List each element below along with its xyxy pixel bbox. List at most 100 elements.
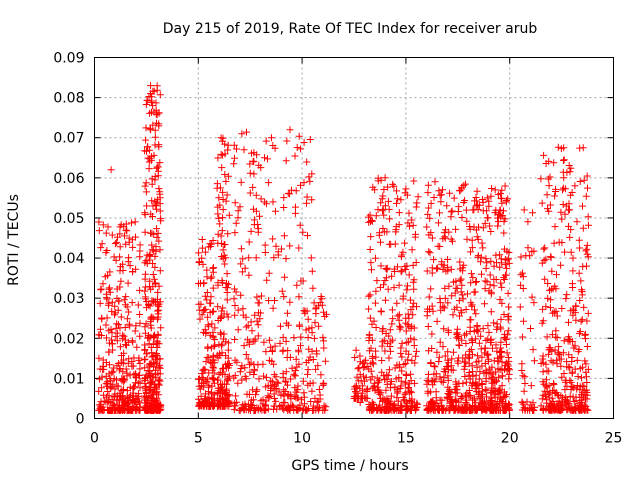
data-point: [485, 365, 493, 373]
data-point: [150, 360, 158, 368]
data-point: [198, 254, 206, 262]
data-point: [291, 209, 299, 217]
data-point: [498, 352, 505, 360]
data-point: [504, 327, 512, 335]
data-point: [432, 394, 440, 402]
data-point: [568, 383, 576, 391]
data-point: [581, 387, 589, 395]
data-point: [304, 232, 311, 240]
data-point: [384, 285, 392, 293]
data-point: [487, 308, 495, 316]
data-point: [469, 339, 476, 346]
data-point: [504, 195, 512, 203]
data-point: [481, 349, 489, 357]
data-point: [551, 346, 559, 354]
data-point: [548, 347, 556, 355]
data-point: [488, 185, 496, 192]
data-point: [412, 203, 420, 211]
data-point: [209, 375, 217, 382]
data-point: [475, 375, 483, 383]
data-point: [155, 143, 163, 151]
data-point: [547, 357, 555, 365]
data-point: [426, 214, 434, 222]
data-point: [278, 287, 286, 295]
data-point: [297, 342, 304, 350]
data-point: [530, 357, 538, 365]
data-point: [553, 360, 561, 368]
data-point: [366, 291, 374, 299]
data-point: [474, 352, 482, 360]
data-point: [490, 282, 498, 290]
data-point: [460, 358, 468, 366]
data-point: [256, 212, 263, 220]
data-point: [562, 202, 570, 210]
data-point: [373, 277, 381, 285]
data-point: [566, 206, 573, 214]
data-point: [552, 327, 560, 335]
data-point: [155, 237, 163, 245]
data-point: [303, 158, 311, 166]
data-point: [141, 259, 149, 267]
data-point: [501, 334, 509, 342]
data-point: [372, 347, 380, 355]
data-point: [203, 296, 211, 304]
data-point: [569, 254, 577, 262]
y-tick-label: 0.04: [53, 251, 84, 267]
data-point: [573, 218, 581, 226]
data-point: [389, 336, 397, 344]
data-point: [142, 124, 150, 132]
data-point: [124, 279, 132, 287]
data-point: [297, 181, 304, 189]
data-point: [233, 145, 240, 153]
data-point: [356, 370, 364, 378]
data-point: [554, 350, 562, 358]
data-point: [579, 224, 587, 232]
data-point: [371, 299, 379, 307]
data-point: [154, 172, 162, 180]
data-point: [217, 330, 225, 338]
data-point: [491, 186, 499, 194]
data-point: [539, 317, 547, 325]
data-point: [497, 279, 505, 287]
data-point: [498, 382, 506, 390]
data-point: [437, 198, 445, 206]
data-point: [109, 340, 116, 348]
data-point: [297, 333, 305, 341]
data-point: [483, 259, 491, 267]
data-point: [558, 305, 566, 312]
data-point: [518, 398, 526, 406]
data-point: [478, 353, 486, 361]
data-point: [462, 340, 470, 347]
data-point: [310, 334, 318, 342]
data-point: [504, 289, 512, 297]
data-point: [210, 343, 218, 350]
data-point: [474, 206, 482, 213]
data-point: [495, 399, 503, 407]
data-point: [446, 393, 454, 401]
data-point: [459, 264, 467, 272]
data-point: [379, 205, 387, 213]
data-point: [111, 392, 119, 400]
data-point: [151, 279, 159, 287]
data-point: [379, 225, 387, 232]
data-point: [214, 230, 222, 238]
data-point: [566, 233, 574, 241]
data-point: [149, 395, 157, 403]
data-point: [224, 346, 232, 354]
data-point: [412, 352, 420, 360]
data-point: [546, 173, 554, 181]
data-point: [403, 339, 411, 347]
data-point: [404, 219, 412, 227]
data-point: [575, 236, 583, 244]
data-point: [500, 274, 508, 282]
data-point: [201, 248, 209, 256]
data-point: [447, 404, 455, 411]
data-point: [209, 332, 217, 340]
data-point: [550, 239, 558, 247]
data-point: [202, 395, 209, 403]
data-point: [148, 370, 156, 378]
data-point: [207, 240, 215, 248]
data-point: [141, 346, 149, 354]
data-point: [387, 392, 395, 400]
data-point: [467, 270, 475, 278]
